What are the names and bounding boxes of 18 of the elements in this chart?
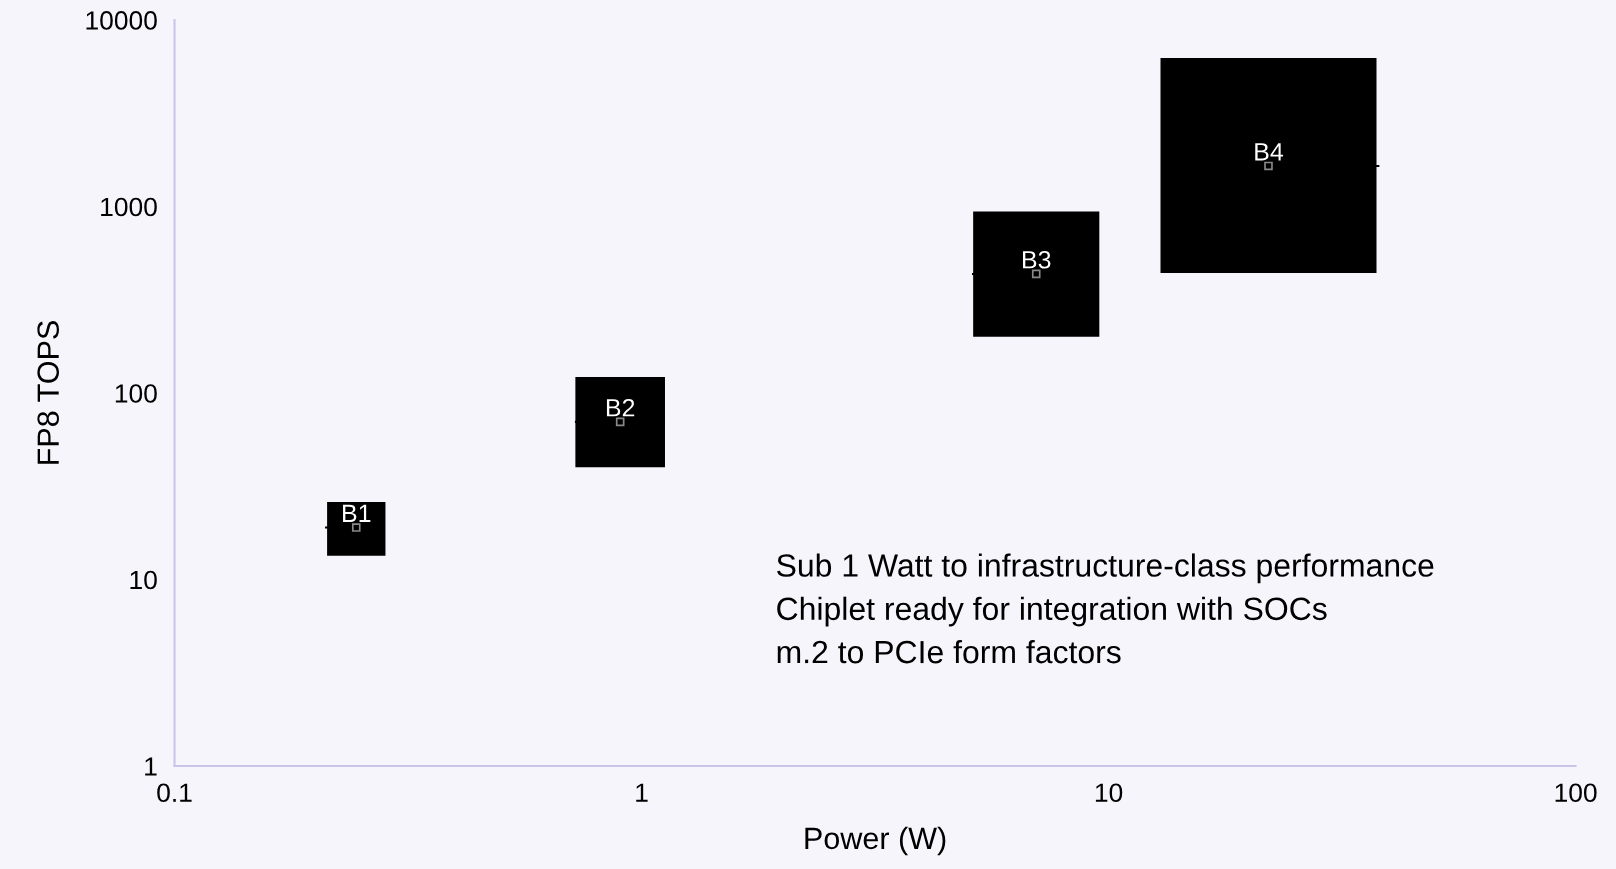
y-tick-label: 10000 [86,11,157,30]
y-tick-label: 1000 [101,197,157,217]
annotation: m.2 to PCIe form factors [777,639,1121,664]
x-tick-label: 1 [636,783,648,802]
series-label: B1 [343,504,371,522]
x-axis-title: Power (W) [805,826,946,856]
y-tick-label: 100 [115,384,157,403]
x-tick-label: 10 [1095,783,1123,803]
x-tick-label: 0.1 [157,783,192,803]
annotation: Chiplet ready for integration with SOCs [777,596,1327,627]
y-tick-label: 10 [130,570,157,590]
series-label: B4 [1255,143,1284,161]
annotation: Sub 1 Watt to infrastructure-class performance [777,553,1434,584]
y-axis-title: FP8 TOPS [37,321,59,464]
series-label: B2 [606,398,635,417]
y-tick-label: 1 [145,757,157,776]
x-tick-label: 100 [1555,783,1597,803]
series-label: B3 [1022,250,1051,269]
